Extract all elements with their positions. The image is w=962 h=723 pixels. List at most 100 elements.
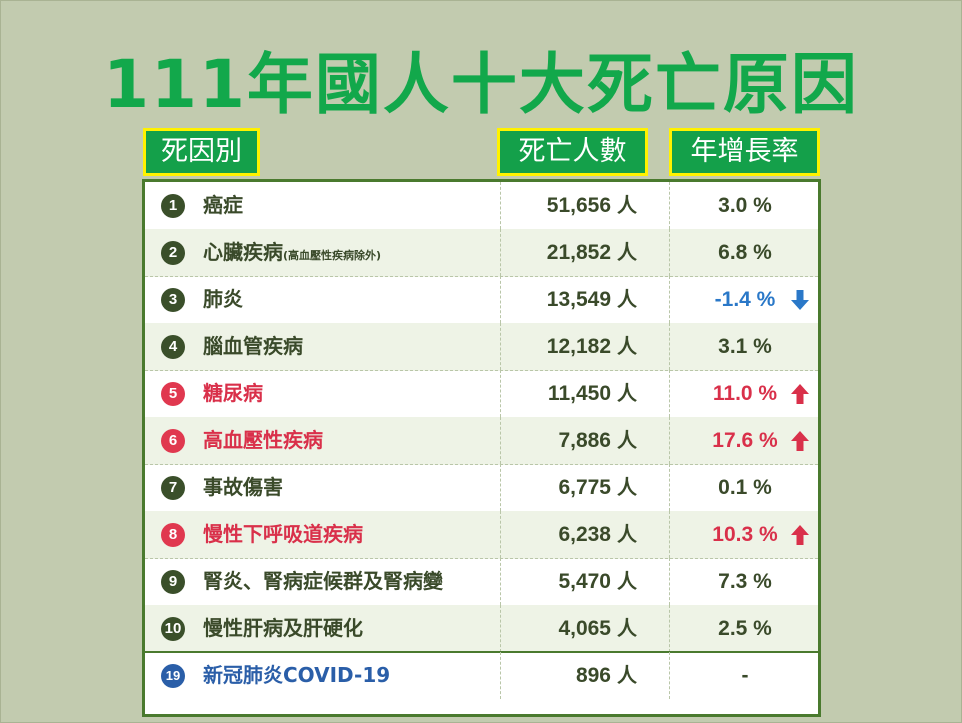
cause-cell: 癌症	[203, 182, 243, 229]
header-cause: 死因別	[143, 128, 260, 176]
table-row: 2 心臟疾病(高血壓性疾病除外) 21,852 人 6.8 %	[145, 229, 818, 277]
table-row: 5 糖尿病 11,450 人 11.0 %	[145, 370, 818, 418]
deaths-cell: 51,656 人	[507, 182, 637, 229]
column-divider	[500, 417, 501, 464]
column-divider	[669, 558, 670, 605]
cause-name: 肺炎	[203, 287, 243, 311]
deaths-unit: 人	[617, 334, 637, 358]
deaths-unit: 人	[617, 616, 637, 640]
column-divider	[500, 558, 501, 605]
deaths-unit: 人	[617, 569, 637, 593]
rank-badge: 2	[161, 241, 185, 265]
deaths-unit: 人	[617, 663, 637, 687]
deaths-value: 11,450	[547, 382, 611, 405]
table-row: 3 肺炎 13,549 人 -1.4 %	[145, 276, 818, 324]
growth-rate: 2.5 %	[718, 617, 772, 640]
deaths-cell: 13,549 人	[507, 276, 637, 323]
cause-note: (高血壓性疾病除外)	[283, 249, 382, 262]
death-causes-table: 1 癌症 51,656 人 3.0 % 2 心臟疾病(高血壓性疾病除外) 21,852 人 6.8…	[142, 179, 821, 717]
cause-name: 慢性肝病及肝硬化	[203, 616, 363, 640]
deaths-cell: 12,182 人	[507, 323, 637, 370]
deaths-value: 13,549	[546, 288, 611, 311]
deaths-value: 896	[575, 664, 611, 687]
deaths-cell: 7,886 人	[507, 417, 637, 464]
growth-rate: 3.0 %	[718, 194, 772, 217]
growth-rate: 0.1 %	[718, 476, 772, 499]
growth-rate: 6.8 %	[718, 241, 772, 264]
deaths-value: 5,470	[558, 570, 611, 593]
growth-rate: 10.3 %	[712, 523, 778, 546]
rank-badge: 5	[161, 382, 185, 406]
rank-badge: 10	[161, 617, 185, 641]
table-row: 10 慢性肝病及肝硬化 4,065 人 2.5 %	[145, 605, 818, 653]
cause-cell: 腦血管疾病	[203, 323, 303, 370]
rank-badge: 9	[161, 570, 185, 594]
deaths-cell: 6,238 人	[507, 511, 637, 558]
column-divider	[500, 229, 501, 276]
cause-name: 新冠肺炎COVID-19	[203, 663, 391, 687]
cause-cell: 糖尿病	[203, 370, 263, 417]
rank-badge: 8	[161, 523, 185, 547]
cause-name: 腎炎、腎病症候群及腎病變	[203, 569, 443, 593]
column-divider	[500, 370, 501, 417]
deaths-unit: 人	[617, 240, 637, 264]
cause-name: 高血壓性疾病	[203, 428, 323, 452]
rank-badge: 7	[161, 476, 185, 500]
deaths-value: 6,238	[558, 523, 611, 546]
cause-cell: 慢性下呼吸道疾病	[203, 511, 363, 558]
header-growth: 年增長率	[669, 128, 820, 176]
table-row: 8 慢性下呼吸道疾病 6,238 人 10.3 %	[145, 511, 818, 559]
deaths-value: 6,775	[558, 476, 611, 499]
growth-rate: 3.1 %	[718, 335, 772, 358]
deaths-cell: 896 人	[507, 652, 637, 699]
column-divider	[669, 182, 670, 229]
column-divider	[500, 652, 501, 699]
deaths-cell: 21,852 人	[507, 229, 637, 276]
column-divider	[669, 370, 670, 417]
rank-badge: 4	[161, 335, 185, 359]
deaths-cell: 5,470 人	[507, 558, 637, 605]
column-divider	[669, 464, 670, 511]
rank-badge: 19	[161, 664, 185, 688]
cause-name: 糖尿病	[203, 381, 263, 405]
header-deaths: 死亡人數	[497, 128, 648, 176]
deaths-unit: 人	[617, 428, 637, 452]
cause-cell: 慢性肝病及肝硬化	[203, 605, 363, 652]
table-row: 1 癌症 51,656 人 3.0 %	[145, 182, 818, 230]
deaths-value: 51,656	[546, 194, 611, 217]
table-row: 4 腦血管疾病 12,182 人 3.1 %	[145, 323, 818, 371]
deaths-unit: 人	[617, 193, 637, 217]
growth-rate: 11.0 %	[712, 382, 778, 405]
column-divider	[669, 417, 670, 464]
column-divider	[500, 323, 501, 370]
deaths-unit: 人	[617, 522, 637, 546]
deaths-cell: 4,065 人	[507, 605, 637, 652]
page-title: 111年國人十大死亡原因	[103, 46, 859, 123]
column-divider	[500, 464, 501, 511]
column-divider	[669, 652, 670, 699]
deaths-value: 21,852	[546, 241, 611, 264]
section-divider	[145, 651, 818, 653]
table-row: 7 事故傷害 6,775 人 0.1 %	[145, 464, 818, 512]
cause-cell: 腎炎、腎病症候群及腎病變	[203, 558, 443, 605]
rank-badge: 3	[161, 288, 185, 312]
column-divider	[669, 511, 670, 558]
cause-name: 癌症	[203, 193, 243, 217]
cause-cell: 肺炎	[203, 276, 243, 323]
growth-rate: -	[741, 664, 749, 687]
cause-cell: 心臟疾病(高血壓性疾病除外)	[203, 229, 381, 279]
deaths-cell: 11,450 人	[507, 370, 637, 417]
deaths-unit: 人	[617, 381, 637, 405]
column-divider	[669, 229, 670, 276]
arrow-down-icon	[790, 289, 810, 311]
deaths-value: 7,886	[558, 429, 611, 452]
cause-name: 腦血管疾病	[203, 334, 303, 358]
cause-cell: 新冠肺炎COVID-19	[203, 652, 390, 699]
rank-badge: 1	[161, 194, 185, 218]
deaths-cell: 6,775 人	[507, 464, 637, 511]
column-divider	[669, 605, 670, 652]
deaths-value: 12,182	[546, 335, 611, 358]
column-divider	[500, 511, 501, 558]
column-divider	[500, 276, 501, 323]
cause-cell: 事故傷害	[203, 464, 283, 511]
